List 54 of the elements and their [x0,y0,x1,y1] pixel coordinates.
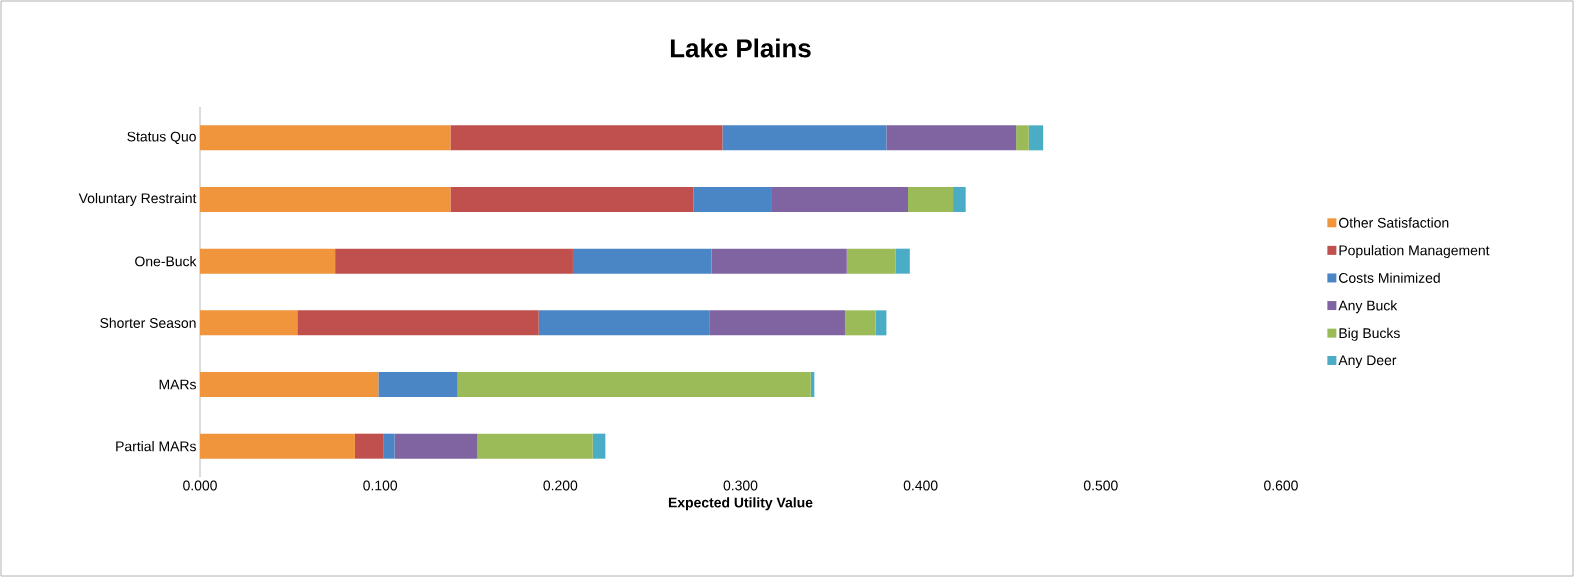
x-tick-label: 0.000 [183,480,217,491]
legend-label: Any Buck [1338,300,1398,314]
bar [693,187,772,212]
bar [457,372,811,397]
chart-title: Lake Plains [670,38,811,58]
bar [1028,125,1044,151]
bar [895,248,910,274]
bar [908,187,954,212]
legend-label: Other Satisfaction [1339,217,1449,228]
bar [450,125,723,151]
legend-label: Big Bucks [1339,327,1400,341]
legend-label: Population Management [1339,245,1490,259]
bar [771,187,909,212]
x-axis-title: Expected Utility Value [668,497,813,511]
bar [200,248,336,274]
bar [592,433,606,459]
bar [297,310,539,336]
x-tick-label: 0.200 [543,480,578,491]
bar [450,187,694,212]
y-tick-label: One-Buck [135,256,197,267]
x-tick-label: 0.100 [363,480,398,491]
x-tick-label: 0.600 [1264,480,1298,491]
bar [722,125,887,151]
bar [200,310,298,336]
bar [354,433,384,459]
legend-label: Any Deer [1338,355,1397,368]
bar [200,187,451,212]
y-tick-label: Shorter Season [100,317,196,328]
bar [200,125,451,151]
bar [538,310,710,336]
legend-label: Costs Minimized [1339,272,1440,283]
bar [886,125,1017,151]
bar [711,248,847,274]
y-tick-label: Voluntary Restraint [78,193,197,206]
y-tick-label: Status Quo [127,131,196,145]
x-tick-label: 0.500 [1083,480,1118,491]
bar [477,433,593,459]
bar [200,372,379,397]
bar [572,248,712,274]
y-tick-label: Partial MARs [116,441,196,452]
bar [383,433,395,459]
bar [1016,125,1029,151]
bar [709,310,845,336]
x-tick-label: 0.400 [903,480,938,491]
bar [844,310,876,336]
bar [846,248,896,274]
bar [378,372,458,397]
x-tick-label: 0.300 [723,480,758,491]
bar [875,310,887,336]
y-tick-label: MARs [159,379,196,390]
bar [200,433,355,459]
bar [394,433,478,459]
bar [335,248,573,274]
bar [953,187,966,212]
